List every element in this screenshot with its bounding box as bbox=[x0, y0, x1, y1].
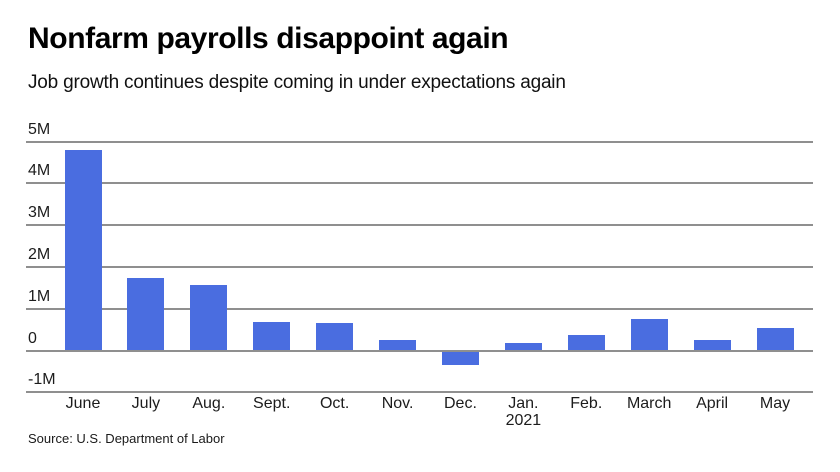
y-axis-tick-label: 3M bbox=[28, 204, 51, 222]
gridline bbox=[26, 349, 813, 352]
bar-april bbox=[693, 340, 731, 351]
bar-jan bbox=[504, 342, 542, 351]
bar-sept bbox=[253, 322, 291, 351]
x-axis-tick-label: April bbox=[667, 395, 757, 412]
x-axis-month-label: May bbox=[759, 395, 791, 412]
x-axis-tick-label: Oct. bbox=[290, 395, 380, 412]
bar-oct bbox=[316, 323, 354, 351]
gridline bbox=[26, 182, 813, 185]
x-axis-tick-label: July bbox=[101, 395, 191, 412]
source-note: Source: U.S. Department of Labor bbox=[28, 431, 225, 446]
y-axis-tick-label: 4M bbox=[28, 162, 51, 180]
x-axis-month-label: Feb. bbox=[570, 395, 603, 412]
x-axis-month-label: July bbox=[131, 395, 161, 412]
bar-nov bbox=[379, 339, 417, 351]
bar-dec bbox=[441, 351, 479, 365]
y-axis-tick-label: -1M bbox=[28, 371, 56, 389]
y-axis-tick-label: 5M bbox=[28, 120, 51, 138]
gridline bbox=[26, 307, 813, 310]
chart-title: Nonfarm payrolls disappoint again bbox=[28, 22, 509, 55]
y-axis-tick-label: 1M bbox=[28, 287, 51, 305]
x-axis-month-label: Dec. bbox=[444, 395, 477, 412]
x-axis-tick-label: March bbox=[604, 395, 694, 412]
gridline bbox=[26, 140, 813, 143]
x-axis-year-label: 2021 bbox=[505, 412, 542, 429]
bar-june bbox=[64, 149, 102, 351]
x-axis-month-label: April bbox=[696, 395, 729, 412]
chart-subtitle: Job growth continues despite coming in u… bbox=[28, 72, 566, 93]
x-axis-tick-label: June bbox=[38, 395, 128, 412]
bar-aug bbox=[190, 284, 228, 351]
x-axis-tick-label: Nov. bbox=[353, 395, 443, 412]
bar-feb bbox=[567, 335, 605, 351]
x-axis-tick-label: May bbox=[730, 395, 820, 412]
gridline bbox=[26, 265, 813, 268]
gridline bbox=[26, 224, 813, 227]
x-axis-month-label: March bbox=[626, 395, 672, 412]
x-axis-month-label: Jan. bbox=[508, 395, 539, 412]
bar-may bbox=[756, 327, 794, 351]
y-axis-tick-label: 2M bbox=[28, 245, 51, 263]
y-axis-tick-label: 0 bbox=[28, 329, 37, 347]
x-axis-tick-label: Aug. bbox=[164, 395, 254, 412]
bar-july bbox=[127, 278, 165, 351]
gridline bbox=[26, 391, 813, 394]
x-axis-month-label: Aug. bbox=[192, 395, 226, 412]
x-axis-month-label: June bbox=[65, 395, 101, 412]
bar-march bbox=[630, 319, 668, 351]
x-axis-month-label: Sept. bbox=[253, 395, 291, 412]
x-axis-month-label: Nov. bbox=[381, 395, 414, 412]
x-axis-tick-label: Sept. bbox=[227, 395, 317, 412]
x-axis-month-label: Oct. bbox=[319, 395, 350, 412]
x-axis-tick-label: Dec. bbox=[415, 395, 505, 412]
x-axis-tick-label: Jan. 2021 bbox=[478, 395, 568, 429]
x-axis-tick-label: Feb. bbox=[541, 395, 631, 412]
